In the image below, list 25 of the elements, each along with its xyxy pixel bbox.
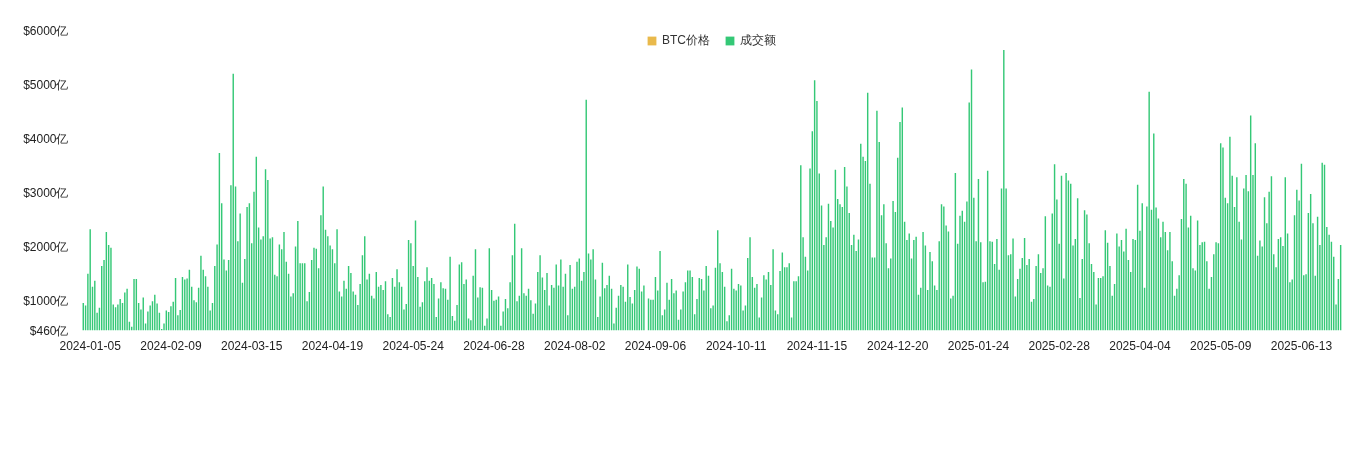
x-tick-label: 2024-02-09 — [140, 338, 202, 353]
x-tick-label: 2024-01-05 — [59, 338, 122, 353]
y-tick-label: $2000亿 — [23, 240, 69, 255]
y-tick-label: $460亿 — [29, 323, 69, 338]
x-tick-label: 2025-01-24 — [947, 338, 1010, 353]
y-tick-label: $3000亿 — [23, 185, 69, 200]
y-tick-label: $6000亿 — [23, 23, 69, 38]
x-tick-label: 2025-05-09 — [1189, 338, 1252, 353]
x-tick-label: 2024-12-20 — [866, 338, 929, 353]
x-tick-label: 2024-06-28 — [463, 338, 525, 353]
y-tick-label: $4000亿 — [23, 131, 69, 146]
x-tick-label: 2024-08-02 — [544, 338, 606, 353]
x-tick-label: 2025-04-04 — [1109, 338, 1171, 353]
x-tick-label: 2025-02-28 — [1028, 338, 1091, 353]
legend-label: 成交额 — [740, 32, 776, 49]
x-tick-label: 2025-06-13 — [1270, 338, 1333, 353]
x-tick-label: 2024-03-15 — [221, 338, 283, 353]
x-tick-label: 2024-04-19 — [301, 338, 364, 353]
x-tick-label: 2024-09-06 — [624, 338, 687, 353]
x-tick-label: 2024-11-15 — [786, 338, 848, 353]
legend-label: BTC价格 — [662, 32, 710, 49]
x-tick-label: 2024-05-24 — [382, 338, 445, 353]
y-tick-label: $5000亿 — [23, 77, 69, 92]
x-tick-label: 2024-10-11 — [705, 338, 767, 353]
y-tick-label: $1000亿 — [23, 294, 69, 309]
